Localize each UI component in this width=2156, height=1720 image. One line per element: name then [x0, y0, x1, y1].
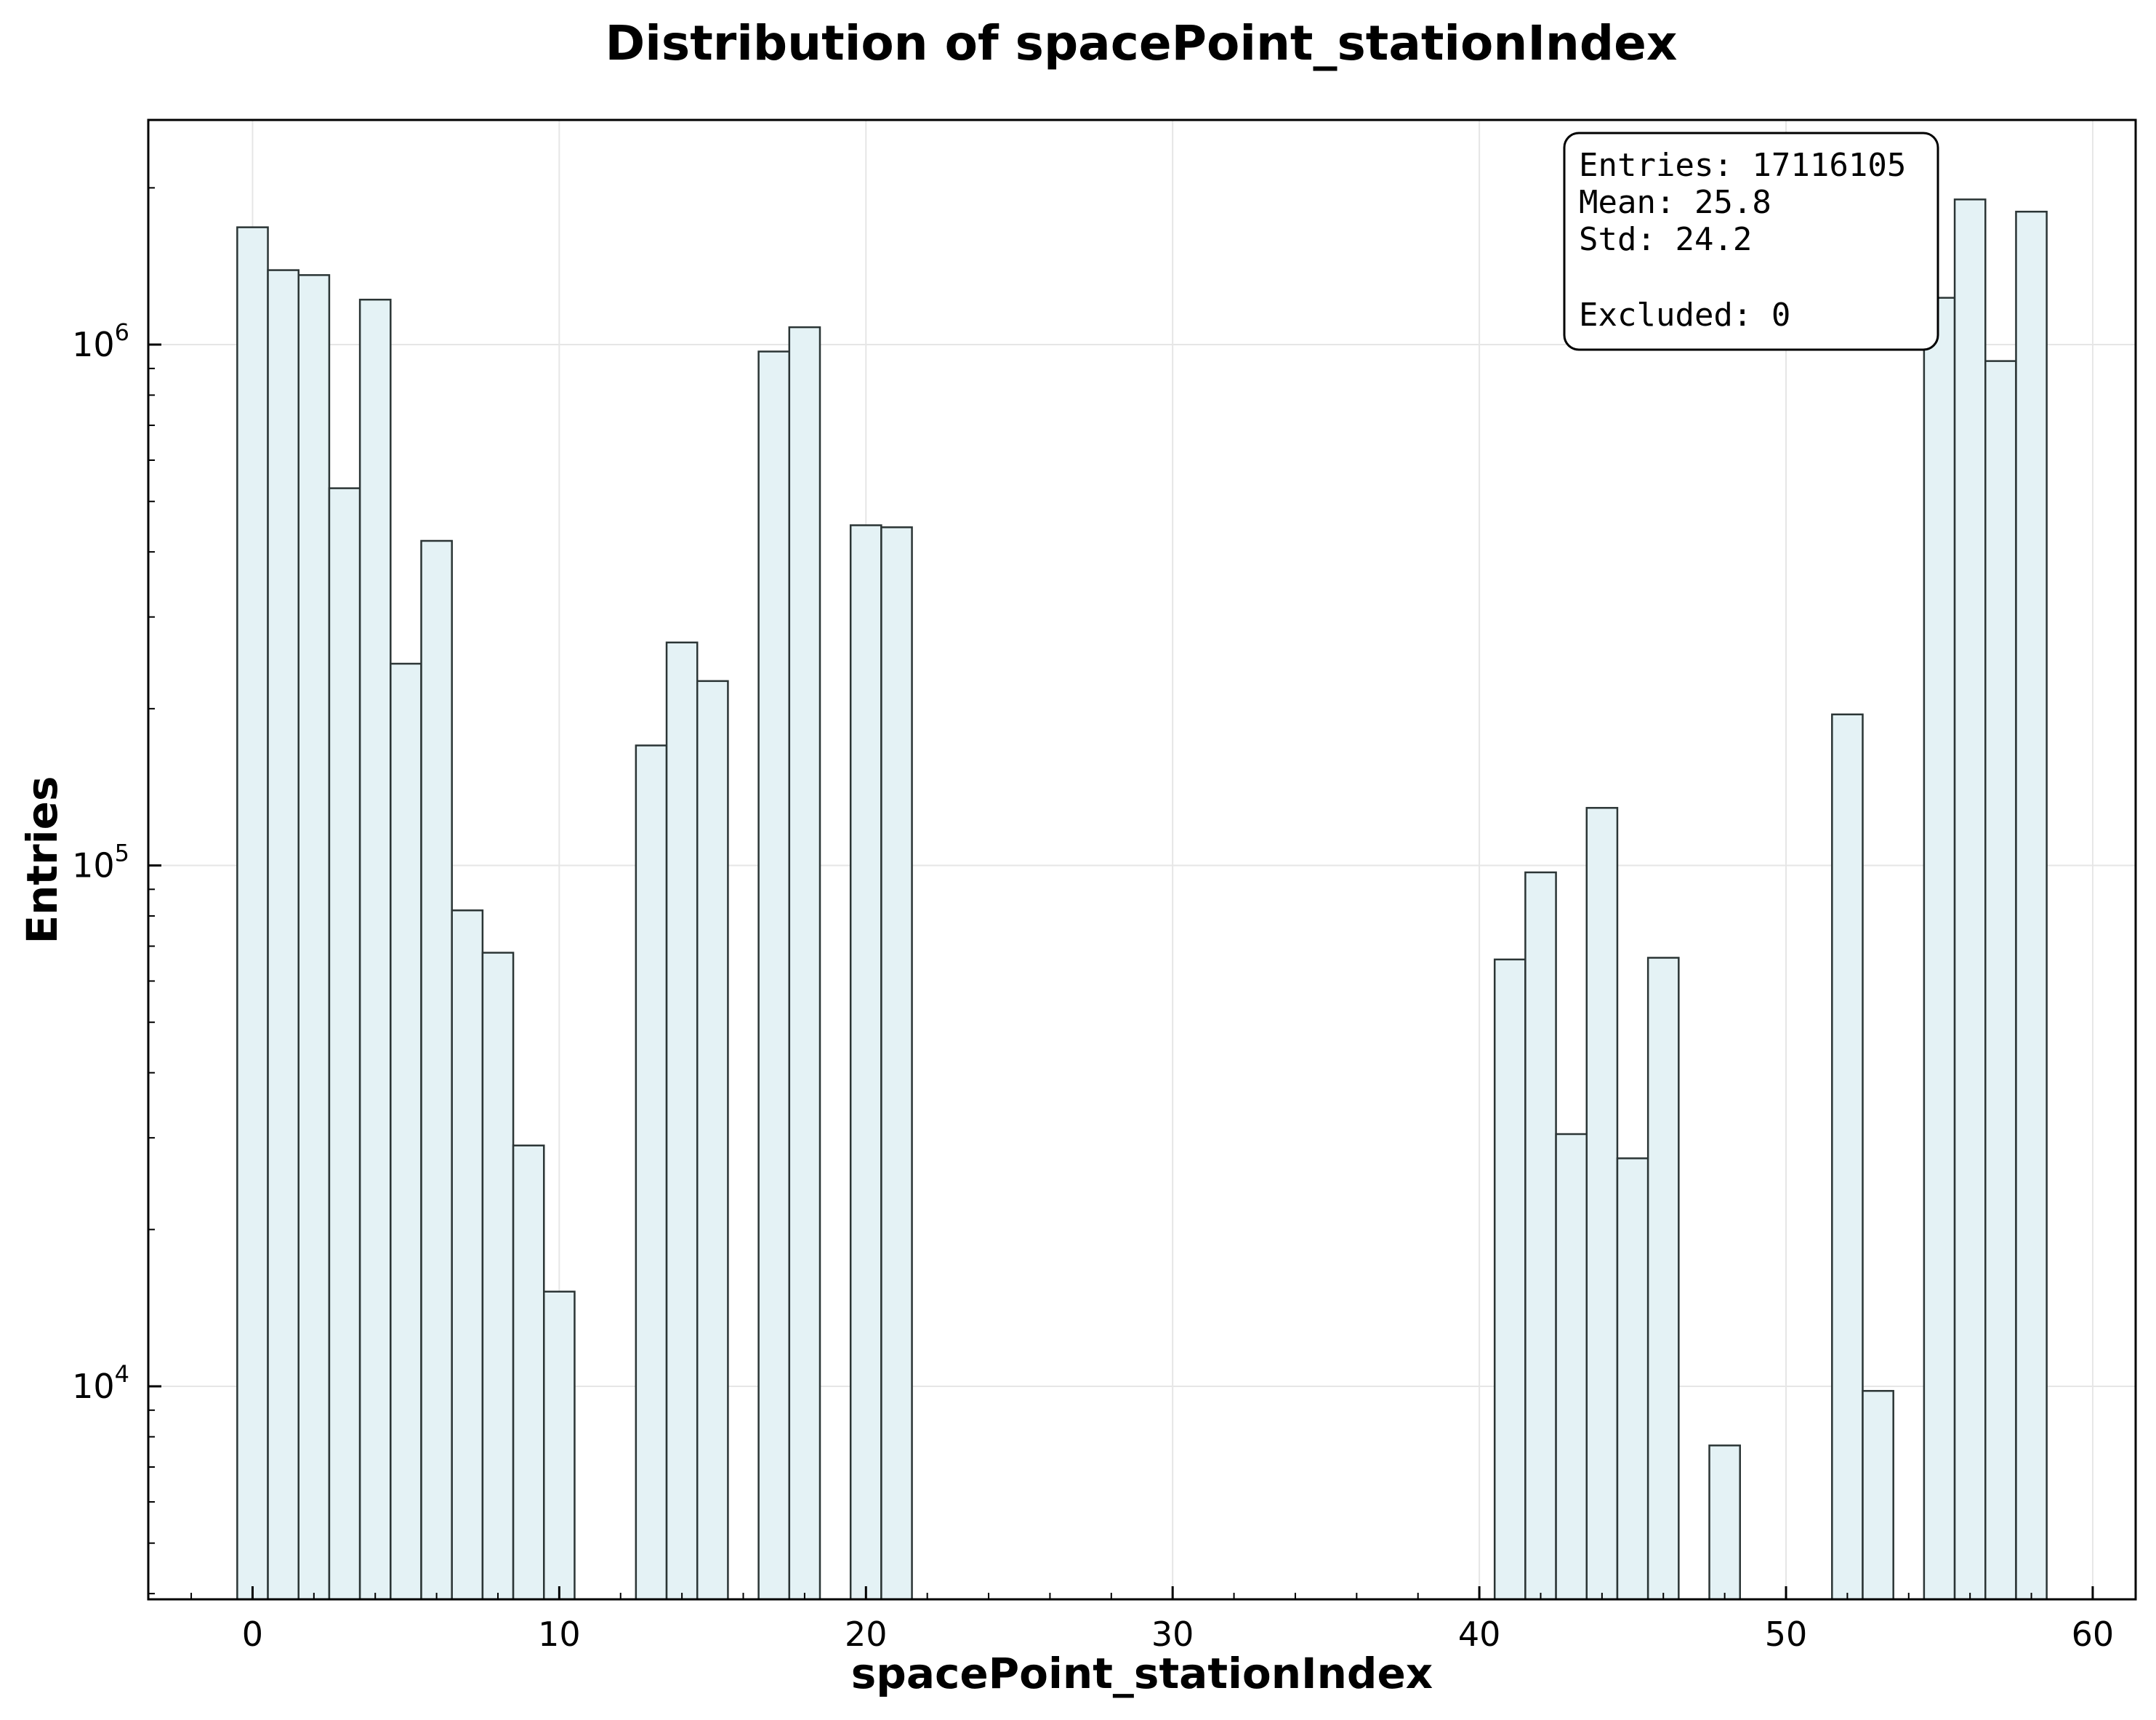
- histogram-bar: [665, 641, 699, 1601]
- histogram-bar: [1862, 1390, 1894, 1601]
- histogram-bar: [1923, 297, 1956, 1601]
- histogram-bar: [1524, 871, 1557, 1601]
- histogram-bar: [2015, 210, 2048, 1601]
- histogram-bar: [757, 350, 791, 1601]
- stats-excluded: Excluded: 0: [1579, 297, 1790, 334]
- x-tick-label: 60: [2072, 1615, 2115, 1654]
- stats-entries: Entries: 17116105: [1579, 147, 1906, 184]
- histogram-bar: [1616, 1157, 1649, 1601]
- y-axis-label: Entries: [17, 776, 67, 944]
- stats-box: Entries: 17116105 Mean: 25.8 Std: 24.2 E…: [1563, 132, 1939, 351]
- histogram-bar: [543, 1290, 576, 1601]
- histogram-bar: [1585, 807, 1619, 1601]
- histogram-bar: [512, 1144, 545, 1601]
- histogram-bar: [390, 662, 422, 1601]
- x-tick-label: 50: [1765, 1615, 1808, 1654]
- plot-frame: [147, 118, 2137, 1601]
- histogram-bar: [1646, 957, 1680, 1601]
- chart-title: Distribution of spacePoint_stationIndex: [606, 15, 1678, 71]
- histogram-bar: [236, 226, 269, 1601]
- y-tick-label: 104: [72, 1360, 129, 1406]
- histogram-bar: [1953, 198, 1987, 1601]
- stats-std: Std: 24.2: [1579, 221, 1752, 258]
- x-tick-label: 40: [1458, 1615, 1501, 1654]
- histogram-bar: [849, 524, 882, 1601]
- axis-ticks: 0 10 20 30 40 50 60 104 105 106: [72, 187, 2115, 1654]
- x-tick-label: 0: [242, 1615, 263, 1654]
- histogram-bar: [1831, 713, 1864, 1601]
- histogram-bar: [481, 952, 515, 1601]
- stats-mean: Mean: 25.8: [1579, 184, 1771, 221]
- histogram-bar: [696, 680, 729, 1601]
- histogram-bar: [358, 298, 392, 1601]
- histogram-bar: [1708, 1444, 1741, 1601]
- x-axis-label: spacePoint_stationIndex: [851, 1649, 1433, 1698]
- x-tick-label: 30: [1151, 1615, 1194, 1654]
- histogram-bar: [1984, 360, 2017, 1601]
- histogram-bar: [880, 526, 913, 1601]
- histogram-bar: [451, 909, 484, 1601]
- y-tick-label: 105: [72, 840, 129, 885]
- histogram-bar: [788, 326, 821, 1601]
- histogram-bar: [1493, 958, 1527, 1601]
- x-tick-label: 20: [845, 1615, 888, 1654]
- x-tick-label: 10: [538, 1615, 581, 1654]
- histogram-bars: [236, 198, 2048, 1601]
- stats-box-frame: [1563, 132, 1939, 351]
- y-tick-label: 106: [72, 318, 129, 364]
- histogram-bar: [1555, 1133, 1588, 1601]
- histogram-bar: [267, 269, 299, 1601]
- histogram-bar: [297, 274, 331, 1601]
- histogram-bar: [420, 539, 453, 1601]
- histogram-bar: [635, 744, 668, 1601]
- histogram-bar: [328, 487, 361, 1601]
